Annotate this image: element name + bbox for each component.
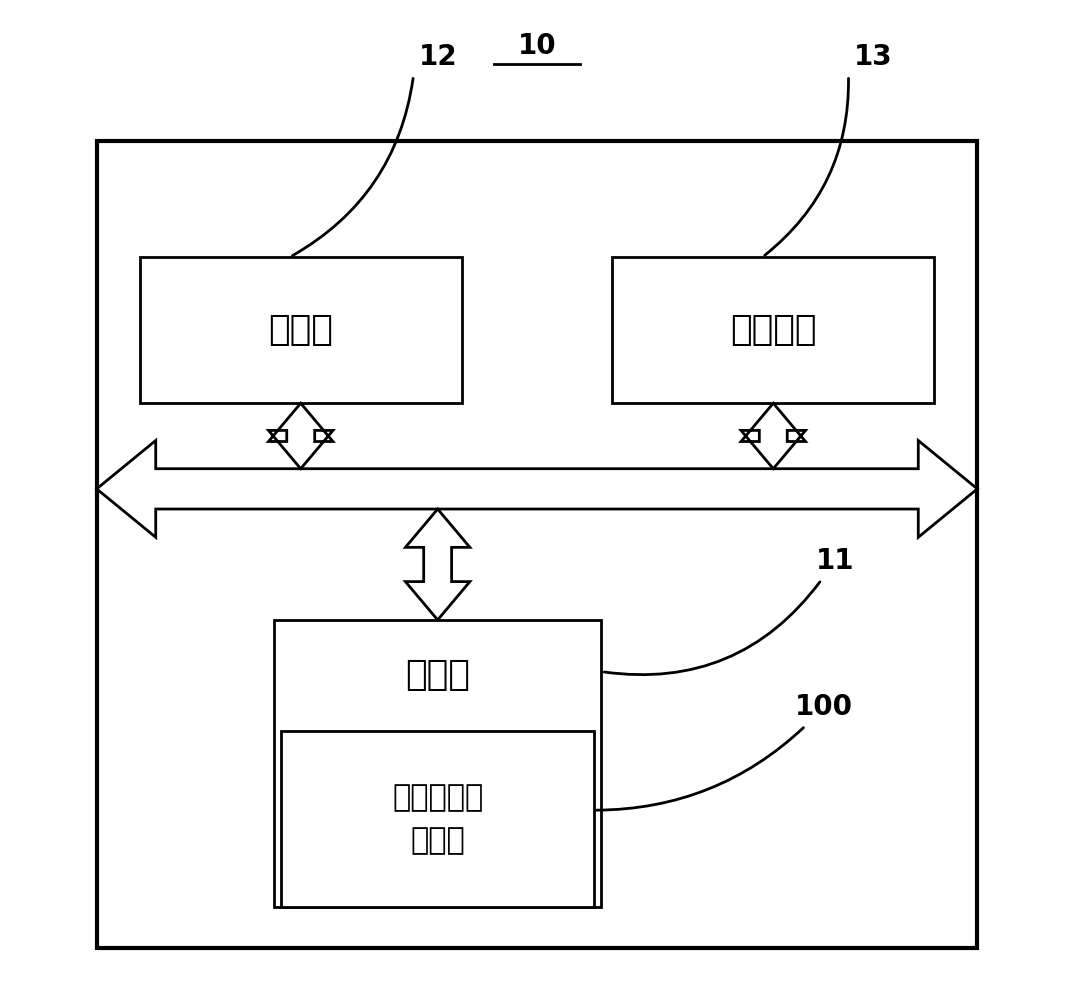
Bar xyxy=(274,620,601,907)
Text: 10: 10 xyxy=(518,32,556,60)
Text: 13: 13 xyxy=(854,42,892,71)
Polygon shape xyxy=(405,509,470,620)
Polygon shape xyxy=(741,403,806,469)
Text: 通信单元: 通信单元 xyxy=(730,313,816,347)
Bar xyxy=(140,257,462,403)
Text: 100: 100 xyxy=(795,692,853,721)
Text: 12: 12 xyxy=(419,42,458,71)
Polygon shape xyxy=(97,440,977,537)
Bar xyxy=(97,141,977,948)
Polygon shape xyxy=(268,403,333,469)
Text: 11: 11 xyxy=(816,546,855,575)
Bar xyxy=(612,257,934,403)
Bar xyxy=(281,731,594,907)
Text: 存储器: 存储器 xyxy=(405,658,470,692)
Text: 窃电行为检
测装置: 窃电行为检 测装置 xyxy=(392,783,483,855)
Text: 处理器: 处理器 xyxy=(268,313,333,347)
